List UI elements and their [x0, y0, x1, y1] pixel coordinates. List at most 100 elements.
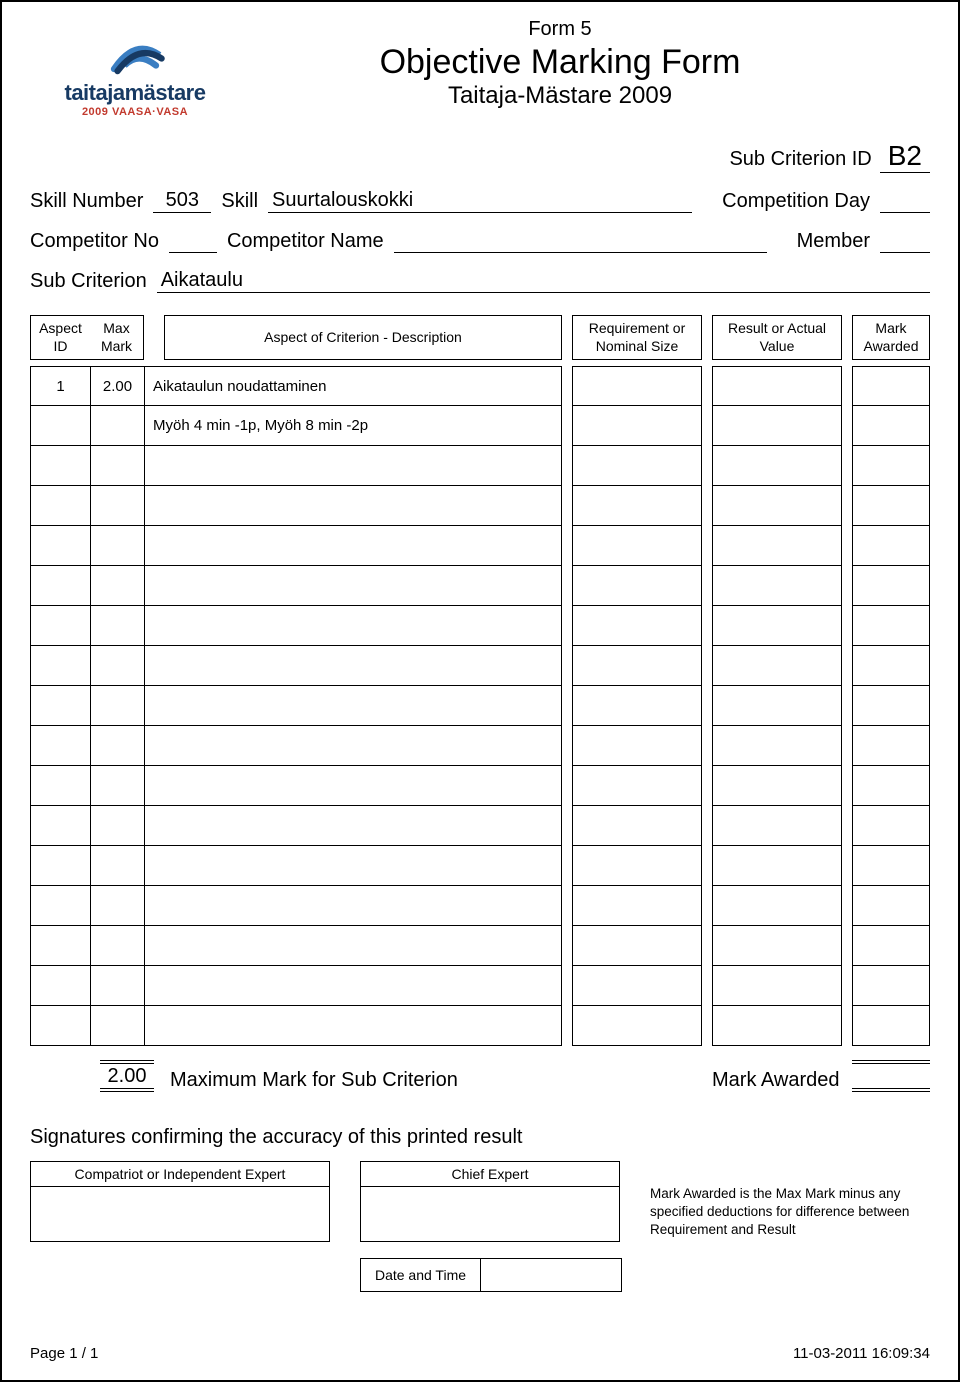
cell-max-mark [90, 606, 144, 646]
cell-max-mark [90, 526, 144, 566]
title-block: Form 5 Objective Marking Form Taitaja-Mä… [240, 14, 880, 110]
row-abc-group [30, 806, 562, 846]
cell-mark-awarded [852, 606, 930, 646]
table-row [30, 526, 930, 566]
cell-mark-awarded [852, 446, 930, 486]
member-value [880, 229, 930, 253]
cell-aspect-id [30, 526, 90, 566]
cell-result [712, 606, 842, 646]
competitor-no-value [169, 229, 217, 253]
cell-result [712, 366, 842, 406]
cell-requirement [572, 766, 702, 806]
summary-max-mark-value: 2.00 [100, 1060, 154, 1092]
cell-aspect-id: 1 [30, 366, 90, 406]
cell-mark-awarded [852, 686, 930, 726]
cell-max-mark [90, 886, 144, 926]
cell-description [144, 606, 562, 646]
summary-mark-awarded-value [852, 1060, 930, 1092]
row-abc-group [30, 926, 562, 966]
signature-chief-space [361, 1187, 619, 1241]
cell-max-mark [90, 846, 144, 886]
cell-description [144, 726, 562, 766]
date-time-label: Date and Time [361, 1259, 481, 1291]
competition-day-label: Competition Day [722, 190, 870, 213]
logo: taitajamästare 2009 VAASA·VASA [30, 14, 240, 134]
cell-result [712, 446, 842, 486]
footer: Page 1 / 1 11-03-2011 16:09:34 [30, 1325, 930, 1362]
row-abc-group [30, 566, 562, 606]
cell-description [144, 566, 562, 606]
cell-max-mark [90, 1006, 144, 1046]
skill-value: Suurtalouskokki [268, 189, 692, 213]
row-abc-group [30, 846, 562, 886]
table-row [30, 886, 930, 926]
table-row [30, 686, 930, 726]
sub-criterion-id-row: Sub Criterion ID B2 [30, 140, 930, 173]
info-line-3: Sub Criterion Aikataulu [30, 269, 930, 293]
cell-result [712, 486, 842, 526]
skill-label: Skill [221, 190, 258, 213]
cell-mark-awarded [852, 1006, 930, 1046]
cell-requirement [572, 366, 702, 406]
logo-text-sub: 2009 VAASA·VASA [82, 106, 188, 118]
main-title: Objective Marking Form [240, 43, 880, 82]
table-row [30, 966, 930, 1006]
competitor-name-label: Competitor Name [227, 230, 384, 253]
competitor-no-label: Competitor No [30, 230, 159, 253]
logo-swirl-icon [100, 30, 170, 80]
header: taitajamästare 2009 VAASA·VASA Form 5 Ob… [30, 14, 930, 134]
info-line-1: Skill Number 503 Skill Suurtalouskokki C… [30, 189, 930, 213]
cell-description [144, 686, 562, 726]
cell-requirement [572, 846, 702, 886]
cell-max-mark [90, 566, 144, 606]
cell-result [712, 566, 842, 606]
signature-chief-label: Chief Expert [361, 1162, 619, 1187]
table-row: Myöh 4 min -1p, Myöh 8 min -2p [30, 406, 930, 446]
cell-mark-awarded [852, 726, 930, 766]
cell-aspect-id [30, 1006, 90, 1046]
competition-day-value [880, 189, 930, 213]
table-row [30, 766, 930, 806]
cell-requirement [572, 1006, 702, 1046]
header-description: Aspect of Criterion - Description [164, 315, 562, 360]
cell-mark-awarded [852, 526, 930, 566]
sub-title: Taitaja-Mästare 2009 [240, 82, 880, 110]
cell-description [144, 806, 562, 846]
cell-max-mark [90, 966, 144, 1006]
cell-mark-awarded [852, 406, 930, 446]
cell-requirement [572, 486, 702, 526]
page: taitajamästare 2009 VAASA·VASA Form 5 Ob… [0, 0, 960, 1382]
form-label: Form 5 [240, 18, 880, 41]
cell-aspect-id [30, 606, 90, 646]
cell-mark-awarded [852, 646, 930, 686]
cell-requirement [572, 566, 702, 606]
row-abc-group [30, 726, 562, 766]
cell-description [144, 766, 562, 806]
signature-chief: Chief Expert [360, 1161, 620, 1242]
row-abc-group: 12.00Aikataulun noudattaminen [30, 366, 562, 406]
skill-number-value: 503 [153, 189, 211, 213]
date-time-row: Date and Time [360, 1258, 930, 1292]
date-time-box: Date and Time [360, 1258, 622, 1292]
header-aspect-id: Aspect ID [30, 315, 90, 360]
row-abc-group [30, 886, 562, 926]
cell-requirement [572, 886, 702, 926]
cell-result [712, 766, 842, 806]
header-requirement: Requirement or Nominal Size [572, 315, 702, 360]
cell-aspect-id [30, 846, 90, 886]
cell-max-mark [90, 406, 144, 446]
cell-max-mark: 2.00 [90, 366, 144, 406]
cell-aspect-id [30, 886, 90, 926]
summary-row: 2.00 Maximum Mark for Sub Criterion Mark… [30, 1060, 930, 1092]
signatures-title: Signatures confirming the accuracy of th… [30, 1126, 930, 1149]
cell-description: Myöh 4 min -1p, Myöh 8 min -2p [144, 406, 562, 446]
marking-table: Aspect ID Max Mark Aspect of Criterion -… [30, 315, 930, 1046]
header-result: Result or Actual Value [712, 315, 842, 360]
table-row: 12.00Aikataulun noudattaminen [30, 366, 930, 406]
signature-compatriot-space [31, 1187, 329, 1241]
cell-description [144, 886, 562, 926]
cell-aspect-id [30, 406, 90, 446]
cell-description [144, 1006, 562, 1046]
table-row [30, 446, 930, 486]
row-abc-group [30, 606, 562, 646]
